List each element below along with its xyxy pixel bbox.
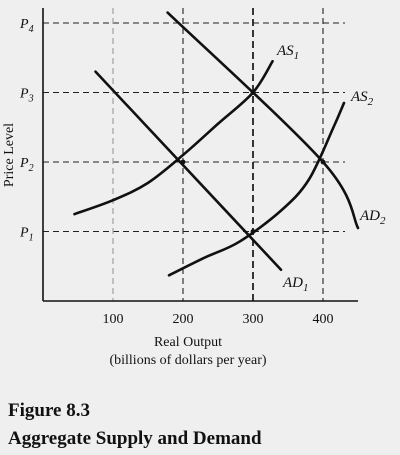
y-tick-label-p1: P1: [19, 226, 34, 244]
ad1-curve: [94, 70, 283, 272]
ad1-label: AD1: [282, 275, 309, 294]
as2-curve: [167, 101, 346, 277]
x-tick-label-300: 300: [243, 312, 264, 327]
figure-number: Figure 8.3: [8, 400, 90, 421]
y-tick-label-p4: P4: [19, 17, 34, 35]
x-axis-subtitle: (billions of dollars per year): [109, 353, 266, 368]
x-tick-label-400: 400: [313, 312, 334, 327]
equilibrium-point-300-1: [250, 229, 256, 234]
ad2-curve: [166, 11, 360, 230]
x-axis-title: Real Output: [154, 335, 222, 350]
ad2-label: AD2: [359, 208, 386, 227]
chart: P1 P2 P3 P4 100 200 300 400 Real Output (billions…: [2, 8, 386, 368]
y-axis-title: Price Level: [2, 123, 17, 187]
figure-title: Aggregate Supply and Demand: [8, 428, 262, 449]
as1-label: AS1: [276, 43, 299, 62]
x-tick-label-200: 200: [173, 312, 194, 327]
y-tick-label-p3: P3: [19, 87, 34, 105]
x-tick-label-100: 100: [103, 312, 124, 327]
equilibrium-point-300-3: [250, 90, 256, 95]
y-tick-label-p2: P2: [19, 156, 34, 174]
equilibrium-point-400-2: [320, 159, 326, 165]
equilibrium-point-200-2: [180, 159, 186, 165]
as2-label: AS2: [350, 89, 374, 108]
